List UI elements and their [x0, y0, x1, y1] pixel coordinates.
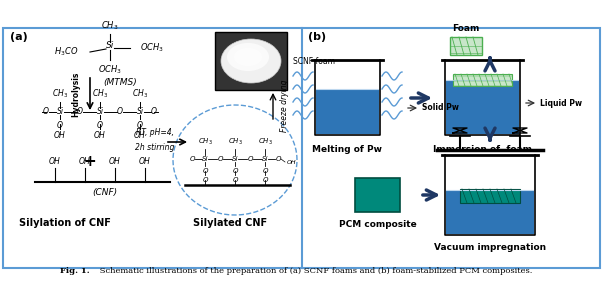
Text: O: O: [43, 108, 49, 117]
Ellipse shape: [221, 39, 281, 83]
Text: Si: Si: [262, 156, 268, 162]
Text: Fig. 1.: Fig. 1.: [60, 267, 90, 275]
Bar: [215, 32, 287, 90]
Text: O: O: [189, 156, 195, 162]
Text: O: O: [247, 156, 253, 162]
Text: OH: OH: [139, 157, 151, 166]
Text: O: O: [275, 156, 281, 162]
Text: Solid Pw: Solid Pw: [422, 104, 459, 113]
Text: $CH_3$: $CH_3$: [101, 19, 119, 32]
Text: $H_3CO$: $H_3CO$: [54, 46, 78, 58]
Text: O: O: [151, 108, 157, 117]
Text: OH: OH: [109, 157, 121, 166]
Text: Silylation of CNF: Silylation of CNF: [19, 218, 111, 228]
Ellipse shape: [234, 48, 262, 66]
Text: $CH_3$: $CH_3$: [257, 137, 273, 147]
Text: (b): (b): [308, 32, 326, 42]
Bar: [460, 189, 520, 203]
Text: (CNF): (CNF): [92, 188, 118, 197]
Text: OH: OH: [49, 157, 61, 166]
Text: O: O: [262, 177, 268, 183]
Text: $CH_3$: $CH_3$: [227, 137, 242, 147]
Text: SCNF foam: SCNF foam: [293, 57, 335, 66]
Text: $CH_3$: $CH_3$: [198, 137, 212, 147]
Text: O: O: [217, 156, 223, 162]
Text: O: O: [232, 177, 238, 183]
Text: Si: Si: [136, 108, 144, 117]
Bar: [446, 61, 519, 80]
Text: PCM composite: PCM composite: [339, 220, 417, 229]
Bar: [453, 74, 512, 86]
Text: $OCH_3$: $OCH_3$: [140, 42, 164, 54]
Text: $CH_3$: $CH_3$: [52, 88, 68, 100]
Text: (MTMS): (MTMS): [103, 78, 137, 87]
Text: Liquid Pw: Liquid Pw: [540, 99, 582, 108]
Text: OH: OH: [134, 131, 146, 140]
Text: Si: Si: [106, 41, 114, 50]
Text: RT, pH=4,: RT, pH=4,: [136, 128, 174, 137]
Text: OH: OH: [54, 131, 66, 140]
Bar: [446, 190, 534, 234]
Text: +: +: [84, 155, 96, 169]
Text: OH: OH: [94, 131, 106, 140]
Text: OH: OH: [79, 157, 91, 166]
Text: Foam: Foam: [452, 24, 480, 33]
Text: OH: OH: [287, 160, 297, 166]
Bar: [446, 156, 534, 190]
Text: Si: Si: [96, 108, 104, 117]
Text: 2h stirring: 2h stirring: [135, 143, 175, 152]
Text: O: O: [232, 168, 238, 174]
Text: Si: Si: [232, 156, 238, 162]
Text: Melting of Pw: Melting of Pw: [312, 145, 382, 154]
Text: Hydrolysis: Hydrolysis: [72, 71, 80, 117]
Text: O: O: [202, 168, 208, 174]
Text: O: O: [117, 108, 123, 117]
Text: Schematic illustrations of the preparation of (a) SCNF foams and (b) foam-stabil: Schematic illustrations of the preparati…: [97, 267, 532, 275]
Bar: [316, 61, 379, 89]
Text: O: O: [137, 121, 143, 130]
Text: $OCH_3$: $OCH_3$: [98, 64, 122, 77]
Text: O: O: [202, 177, 208, 183]
Text: Silylated CNF: Silylated CNF: [193, 218, 267, 228]
Text: O: O: [262, 168, 268, 174]
Text: Freeze drying: Freeze drying: [280, 80, 289, 132]
Text: $CH_3$: $CH_3$: [132, 88, 148, 100]
Bar: [446, 80, 519, 134]
Bar: [450, 37, 482, 55]
Text: Vacuum impregnation: Vacuum impregnation: [434, 243, 546, 252]
Bar: [316, 89, 379, 134]
Text: Si: Si: [202, 156, 208, 162]
Text: O: O: [57, 121, 63, 130]
Text: Si: Si: [57, 108, 63, 117]
Bar: [3, 28, 600, 268]
Text: O: O: [77, 108, 83, 117]
Text: Immersion of  foam: Immersion of foam: [433, 145, 532, 154]
Ellipse shape: [227, 43, 269, 71]
Text: (a): (a): [10, 32, 28, 42]
Text: $CH_3$: $CH_3$: [92, 88, 108, 100]
Bar: [355, 178, 400, 212]
Text: O: O: [97, 121, 103, 130]
